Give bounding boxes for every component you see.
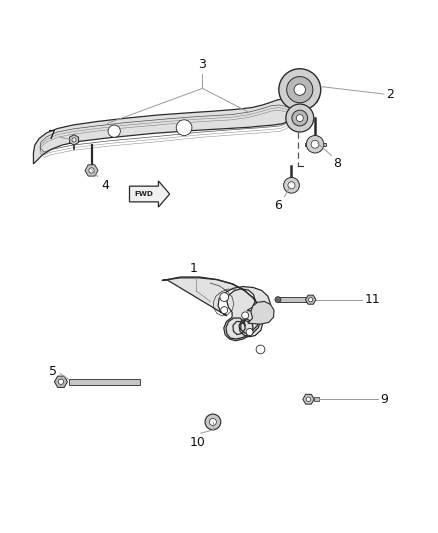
Circle shape — [279, 69, 321, 111]
Polygon shape — [54, 376, 67, 387]
Circle shape — [292, 110, 307, 126]
Circle shape — [256, 345, 265, 354]
Circle shape — [221, 306, 228, 313]
Circle shape — [306, 397, 311, 401]
Polygon shape — [278, 297, 311, 302]
Polygon shape — [33, 99, 301, 164]
Text: 2: 2 — [386, 87, 394, 101]
Polygon shape — [130, 181, 170, 207]
Text: 7: 7 — [48, 129, 56, 142]
Circle shape — [220, 293, 229, 302]
Polygon shape — [305, 295, 316, 304]
Polygon shape — [314, 397, 319, 401]
Text: FWD: FWD — [134, 191, 153, 197]
Circle shape — [294, 84, 305, 95]
Polygon shape — [303, 394, 314, 404]
Circle shape — [296, 115, 303, 122]
Circle shape — [309, 297, 313, 302]
Circle shape — [89, 168, 94, 173]
Text: 9: 9 — [381, 393, 389, 406]
Circle shape — [284, 177, 299, 193]
Circle shape — [242, 312, 249, 319]
Circle shape — [306, 135, 324, 153]
Circle shape — [176, 120, 192, 135]
Text: 11: 11 — [365, 293, 381, 306]
Text: 6: 6 — [274, 199, 282, 212]
Text: 5: 5 — [49, 365, 57, 378]
Text: 3: 3 — [198, 58, 206, 71]
Circle shape — [72, 138, 76, 142]
Polygon shape — [248, 302, 274, 324]
Circle shape — [58, 379, 64, 384]
Circle shape — [286, 104, 314, 132]
Text: 8: 8 — [333, 157, 341, 171]
Polygon shape — [70, 135, 78, 145]
Circle shape — [275, 297, 281, 303]
Text: 1: 1 — [190, 262, 198, 275]
Polygon shape — [304, 142, 325, 146]
Circle shape — [205, 414, 221, 430]
Polygon shape — [69, 379, 141, 385]
Circle shape — [108, 125, 120, 138]
Text: 10: 10 — [189, 436, 205, 449]
Polygon shape — [85, 165, 98, 176]
Text: 4: 4 — [101, 179, 109, 192]
Polygon shape — [162, 277, 271, 341]
Polygon shape — [281, 78, 319, 102]
Circle shape — [288, 182, 295, 189]
Circle shape — [209, 418, 216, 425]
Circle shape — [311, 140, 319, 148]
Circle shape — [246, 328, 253, 335]
Circle shape — [287, 77, 313, 103]
